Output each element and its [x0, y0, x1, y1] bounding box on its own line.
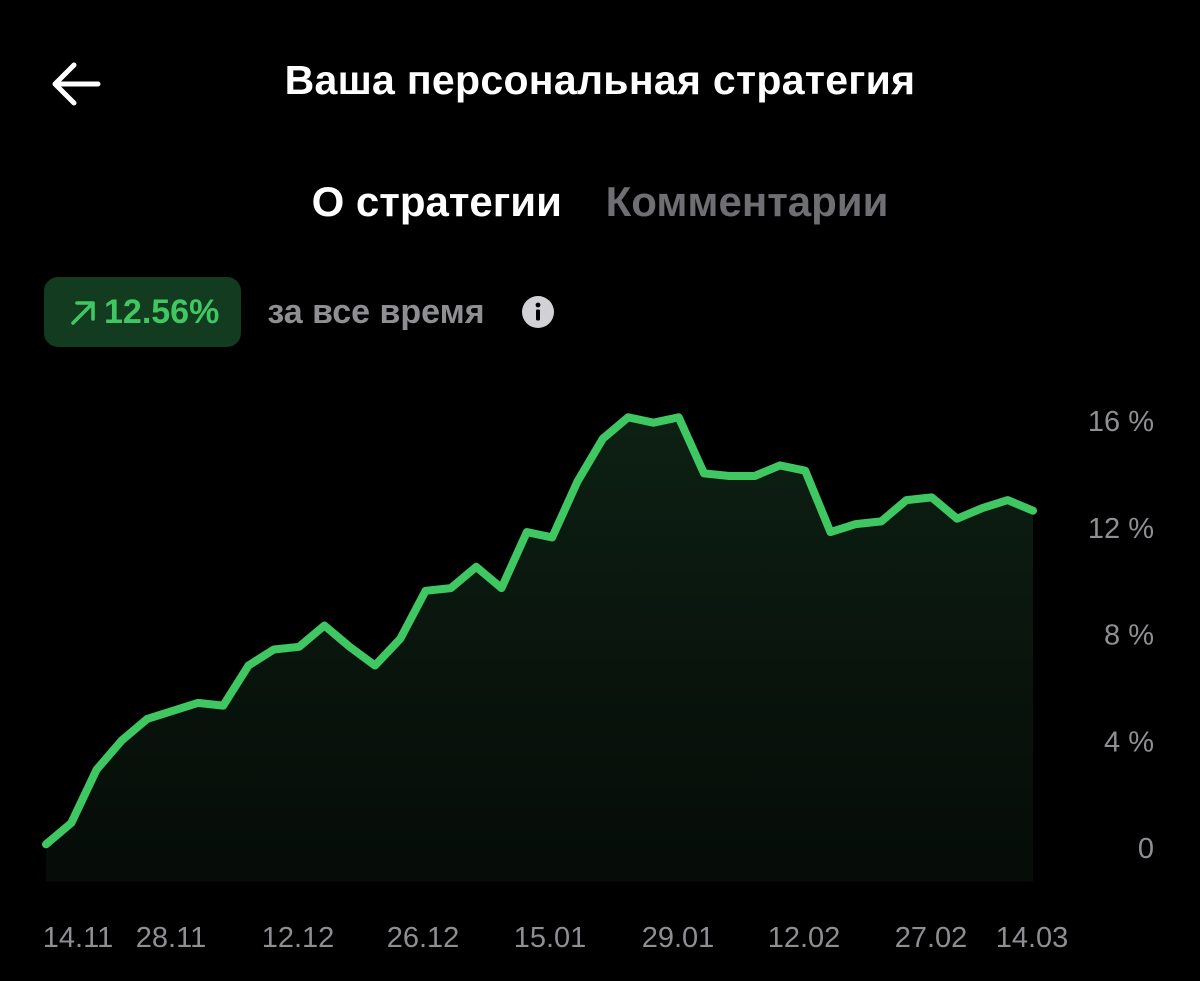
chart-area: [46, 417, 1033, 882]
x-tick-label: 14.03: [996, 922, 1069, 954]
y-tick-label: 16 %: [1088, 406, 1154, 438]
y-tick-label: 0: [1138, 833, 1154, 865]
x-tick-label: 12.02: [768, 922, 841, 954]
return-badge: 12.56%: [44, 277, 242, 347]
page-title: Ваша персональная стратегия: [284, 57, 916, 103]
x-tick-label: 29.01: [642, 922, 715, 954]
period-label: за все время: [267, 292, 485, 331]
x-tick-label: 27.02: [895, 922, 968, 954]
arrow-up-right-icon: [71, 301, 95, 325]
y-tick-label: 4 %: [1104, 726, 1154, 758]
return-chart: 16 % 12 % 8 % 4 % 0 14.11 28.11 12.12 26.12 15.0…: [42, 406, 1154, 954]
chart-line: [42, 413, 1037, 849]
x-tick-label: 14.11: [43, 922, 113, 954]
x-axis: 14.11 28.11 12.12 26.12 15.01 29.01 12.02 27.02…: [43, 922, 1069, 954]
y-axis: 16 % 12 % 8 % 4 % 0: [1088, 406, 1154, 865]
arrow-left-icon: [52, 62, 101, 106]
header: Ваша персональная стратегия: [0, 0, 1200, 170]
series-area: [46, 417, 1033, 882]
series-line: [42, 413, 1037, 849]
x-tick-label: 28.11: [136, 922, 206, 954]
y-tick-label: 8 %: [1104, 620, 1154, 652]
return-summary: 12.56% за все время: [44, 277, 555, 347]
tab-bar: О стратегии Комментарии: [0, 178, 1200, 226]
x-tick-label: 12.12: [262, 922, 335, 954]
return-value: 12.56%: [104, 292, 220, 331]
y-tick-label: 12 %: [1088, 513, 1154, 545]
x-tick-label: 15.01: [514, 922, 587, 954]
info-icon[interactable]: [521, 295, 555, 329]
back-button[interactable]: [44, 52, 108, 116]
x-tick-label: 26.12: [387, 922, 460, 954]
tab-comments[interactable]: Комментарии: [605, 178, 889, 225]
tab-about-strategy[interactable]: О стратегии: [311, 178, 562, 225]
